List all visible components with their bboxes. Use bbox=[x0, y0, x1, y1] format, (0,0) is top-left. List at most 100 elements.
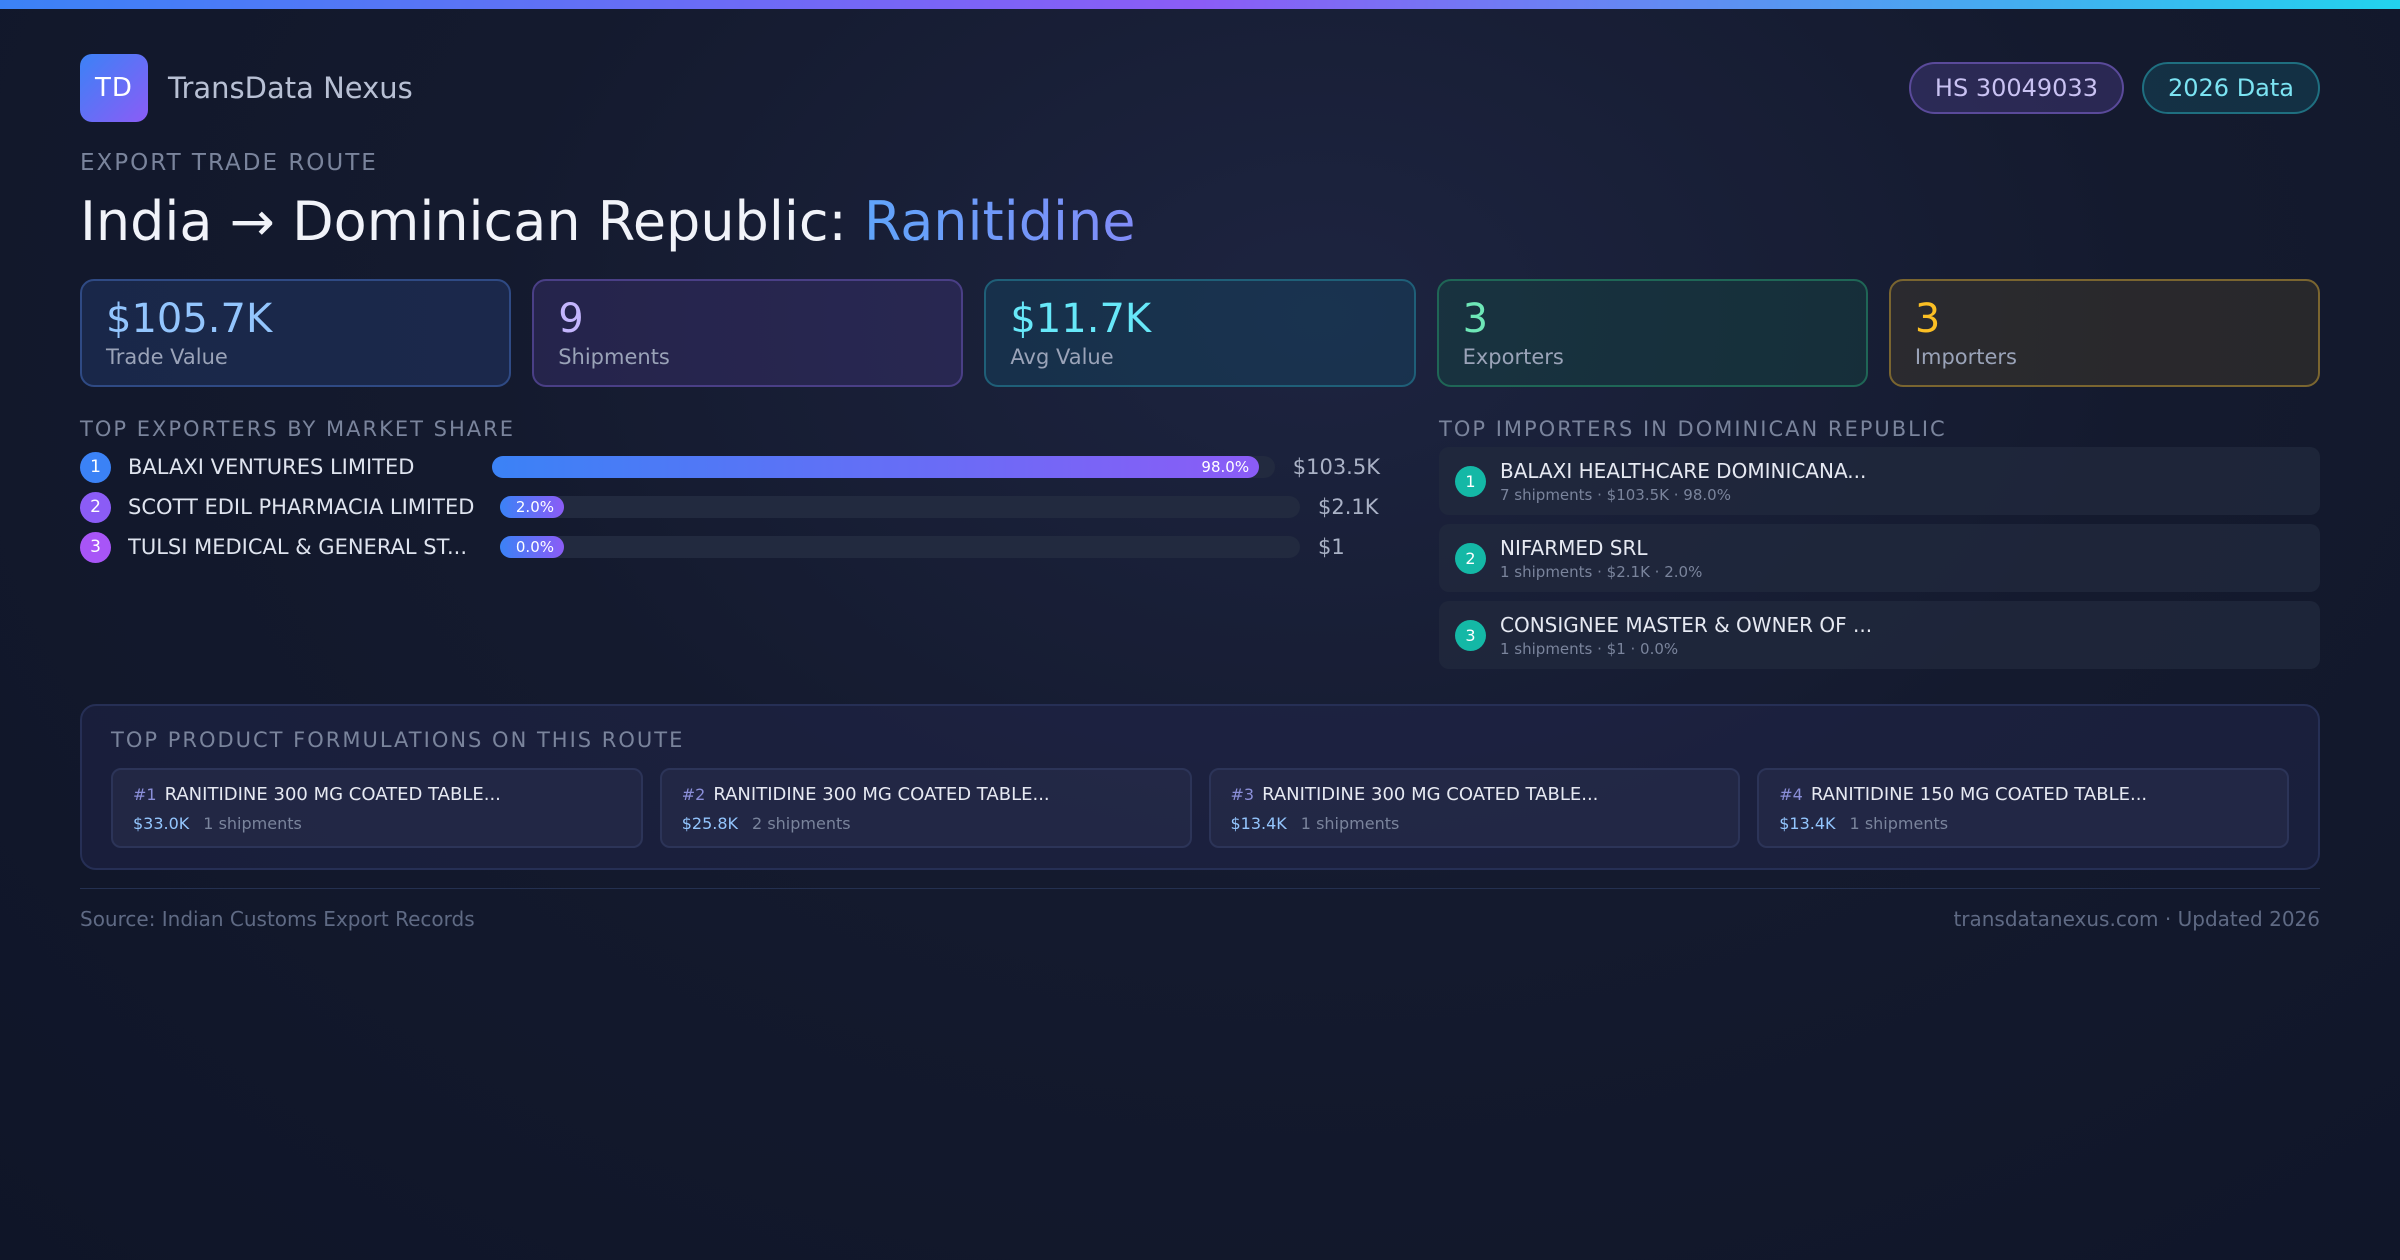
formulation-card[interactable]: #4 RANITIDINE 150 MG COATED TABLE... $13.… bbox=[1757, 768, 2289, 848]
formulation-name: RANITIDINE 150 MG COATED TABLE... bbox=[1810, 784, 2148, 805]
importer-rank: 3 bbox=[1455, 619, 1486, 651]
formulation-shipments: 2 shipments bbox=[752, 814, 851, 833]
route-eyebrow: EXPORT TRADE ROUTE bbox=[80, 150, 378, 176]
share-bar-track: 98.0% bbox=[491, 456, 1275, 478]
formulation-rank: #2 bbox=[681, 785, 706, 804]
formulation-header: #2 RANITIDINE 300 MG COATED TABLE... bbox=[682, 784, 1170, 805]
importer-name: CONSIGNEE MASTER & OWNER OF ... bbox=[1500, 612, 1873, 637]
importer-text: BALAXI HEALTHCARE DOMINICANA... 7 shipme… bbox=[1500, 459, 1866, 504]
stat-trade-value: $105.7K Trade Value bbox=[80, 279, 512, 387]
importer-meta: 1 shipments · $1 · 0.0% bbox=[1500, 639, 1679, 658]
formulation-stats: $25.8K 2 shipments bbox=[682, 814, 1170, 833]
exporter-row[interactable]: 3 TULSI MEDICAL & GENERAL ST... 0.0% $1 bbox=[80, 527, 1380, 567]
exporter-value: $1 bbox=[1318, 535, 1345, 559]
share-bar-track: 2.0% bbox=[500, 496, 1300, 518]
share-bar-fill: 0.0% bbox=[500, 536, 564, 558]
formulation-stats: $13.4K 1 shipments bbox=[1231, 814, 1719, 833]
exporters-section: TOP EXPORTERS BY MARKET SHARE 1 BALAXI V… bbox=[80, 417, 1380, 678]
formulation-card[interactable]: #2 RANITIDINE 300 MG COATED TABLE... $25.… bbox=[659, 768, 1192, 848]
stat-label: Importers bbox=[1914, 345, 2018, 369]
stat-label: Avg Value bbox=[1010, 345, 1114, 369]
exporters-title: TOP EXPORTERS BY MARKET SHARE bbox=[80, 417, 516, 441]
header-badges: HS 30049033 2026 Data bbox=[1908, 62, 2320, 114]
page-title: India → Dominican Republic: Ranitidine bbox=[80, 190, 2320, 253]
stat-label: Shipments bbox=[558, 345, 670, 369]
share-bar-track: 0.0% bbox=[500, 536, 1300, 558]
formulation-rank: #4 bbox=[1779, 785, 1803, 804]
exporter-row[interactable]: 2 SCOTT EDIL PHARMACIA LIMITED 2.0% $2.1… bbox=[80, 487, 1380, 527]
importers-section: TOP IMPORTERS IN DOMINICAN REPUBLIC 1 BA… bbox=[1439, 417, 2320, 678]
formulation-shipments: 1 shipments bbox=[203, 814, 302, 833]
two-column-section: TOP EXPORTERS BY MARKET SHARE 1 BALAXI V… bbox=[80, 417, 2320, 678]
stat-value: 3 bbox=[1914, 296, 1941, 342]
formulation-stats: $13.4K 1 shipments bbox=[1779, 814, 2267, 833]
importers-title: TOP IMPORTERS IN DOMINICAN REPUBLIC bbox=[1439, 417, 1947, 441]
formulation-value: $13.4K bbox=[1230, 814, 1287, 833]
formulation-name: RANITIDINE 300 MG COATED TABLE... bbox=[713, 784, 1050, 805]
formulation-header: #3 RANITIDINE 300 MG COATED TABLE... bbox=[1231, 784, 1719, 805]
stat-value: $11.7K bbox=[1010, 296, 1152, 342]
exporter-rank: 3 bbox=[80, 531, 111, 563]
formulation-value: $13.4K bbox=[1779, 814, 1836, 833]
footer-divider bbox=[80, 888, 2320, 889]
formulation-shipments: 1 shipments bbox=[1300, 814, 1400, 833]
importer-name: BALAXI HEALTHCARE DOMINICANA... bbox=[1500, 458, 1867, 483]
stat-exporters: 3 Exporters bbox=[1436, 279, 1868, 387]
page-content: TD TransData Nexus HS 30049033 2026 Data… bbox=[80, 54, 2321, 931]
exporter-name: TULSI MEDICAL & GENERAL ST... bbox=[128, 535, 467, 559]
importer-name: NIFARMED SRL bbox=[1500, 535, 1648, 560]
formulation-value: $33.0K bbox=[133, 814, 190, 833]
importer-card[interactable]: 1 BALAXI HEALTHCARE DOMINICANA... 7 ship… bbox=[1439, 447, 2320, 515]
exporter-value: $103.5K bbox=[1292, 455, 1380, 479]
brand-name: TransData Nexus bbox=[168, 71, 413, 105]
exporter-row[interactable]: 1 BALAXI VENTURES LIMITED 98.0% $103.5K bbox=[80, 447, 1380, 487]
importer-meta: 1 shipments · $2.1K · 2.0% bbox=[1500, 562, 1703, 581]
importer-text: NIFARMED SRL 1 shipments · $2.1K · 2.0% bbox=[1500, 536, 1702, 581]
formulation-name: RANITIDINE 300 MG COATED TABLE... bbox=[164, 784, 501, 805]
footer-source: Source: Indian Customs Export Records bbox=[80, 907, 475, 931]
brand-logo: TD bbox=[80, 54, 148, 122]
formulations-row: #1 RANITIDINE 300 MG COATED TABLE... $33.… bbox=[111, 768, 2289, 848]
title-product: Ranitidine bbox=[863, 190, 1136, 253]
importer-card[interactable]: 2 NIFARMED SRL 1 shipments · $2.1K · 2.0… bbox=[1439, 524, 2320, 592]
formulation-stats: $33.0K 1 shipments bbox=[133, 814, 621, 833]
stat-avg-value: $11.7K Avg Value bbox=[984, 279, 1416, 387]
share-bar-fill: 2.0% bbox=[500, 496, 564, 518]
hs-code-badge: HS 30049033 bbox=[1908, 62, 2124, 114]
stat-importers: 3 Importers bbox=[1888, 279, 2321, 387]
formulation-name: RANITIDINE 300 MG COATED TABLE... bbox=[1262, 784, 1599, 805]
share-bar-fill: 98.0% bbox=[491, 456, 1260, 478]
formulation-header: #1 RANITIDINE 300 MG COATED TABLE... bbox=[133, 784, 621, 805]
formulation-card[interactable]: #1 RANITIDINE 300 MG COATED TABLE... $33.… bbox=[111, 768, 643, 848]
stat-label: Exporters bbox=[1462, 345, 1564, 369]
stat-value: $105.7K bbox=[106, 296, 273, 342]
formulation-shipments: 1 shipments bbox=[1849, 814, 1949, 833]
formulation-rank: #3 bbox=[1230, 785, 1255, 804]
exporter-rank: 1 bbox=[80, 451, 111, 483]
stats-row: $105.7K Trade Value 9 Shipments $11.7K A… bbox=[80, 279, 2321, 387]
stat-value: 9 bbox=[558, 296, 584, 342]
importer-text: CONSIGNEE MASTER & OWNER OF ... 1 shipme… bbox=[1500, 613, 1872, 658]
exporter-name: BALAXI VENTURES LIMITED bbox=[128, 455, 415, 479]
footer: Source: Indian Customs Export Records tr… bbox=[80, 907, 2320, 931]
formulations-title: TOP PRODUCT FORMULATIONS ON THIS ROUTE bbox=[111, 728, 685, 752]
importer-rank: 2 bbox=[1455, 542, 1486, 574]
data-year-badge: 2026 Data bbox=[2141, 62, 2320, 114]
importer-rank: 1 bbox=[1455, 465, 1486, 497]
formulation-card[interactable]: #3 RANITIDINE 300 MG COATED TABLE... $13.… bbox=[1208, 768, 1741, 848]
stat-value: 3 bbox=[1462, 296, 1489, 342]
stat-shipments: 9 Shipments bbox=[532, 279, 964, 387]
top-accent-bar bbox=[0, 0, 2400, 9]
formulation-value: $25.8K bbox=[681, 814, 739, 833]
exporter-value: $2.1K bbox=[1318, 495, 1379, 519]
exporter-rank: 2 bbox=[80, 491, 111, 523]
footer-site-link[interactable]: transdatanexus.com · Updated 2026 bbox=[1953, 907, 2320, 931]
formulation-rank: #1 bbox=[133, 785, 157, 804]
importer-card[interactable]: 3 CONSIGNEE MASTER & OWNER OF ... 1 ship… bbox=[1439, 601, 2320, 669]
header: TD TransData Nexus HS 30049033 2026 Data bbox=[80, 54, 2320, 122]
brand[interactable]: TD TransData Nexus bbox=[80, 54, 413, 122]
formulations-panel: TOP PRODUCT FORMULATIONS ON THIS ROUTE #… bbox=[80, 704, 2320, 870]
stat-label: Trade Value bbox=[106, 345, 228, 369]
exporter-name: SCOTT EDIL PHARMACIA LIMITED bbox=[128, 495, 475, 519]
importer-meta: 7 shipments · $103.5K · 98.0% bbox=[1500, 485, 1731, 504]
